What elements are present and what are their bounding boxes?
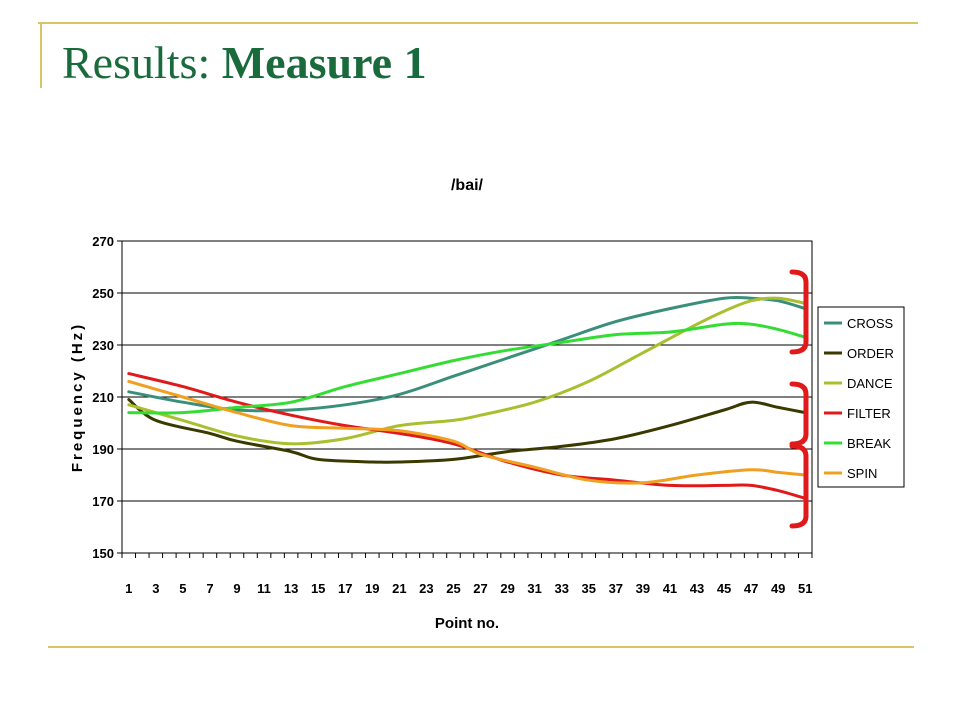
- x-tick-label: 15: [311, 581, 325, 596]
- title-bold: Measure 1: [221, 37, 427, 88]
- x-tick-label: 17: [338, 581, 352, 596]
- legend-label: BREAK: [847, 436, 891, 451]
- top-rule: [38, 22, 918, 24]
- left-rule: [40, 22, 42, 88]
- bracket-annotation: [789, 269, 809, 355]
- x-tick-label: 37: [609, 581, 623, 596]
- x-tick-label: 5: [179, 581, 186, 596]
- bracket-annotation: [789, 443, 809, 529]
- chart-title: /bai/: [451, 177, 484, 194]
- x-tick-label: 33: [554, 581, 568, 596]
- y-tick-label: 250: [92, 286, 114, 301]
- bracket-annotation: [789, 381, 809, 447]
- series-line-dance: [127, 296, 807, 446]
- x-tick-label: 29: [500, 581, 514, 596]
- y-tick-label: 270: [92, 234, 114, 249]
- x-axis-label: Point no.: [435, 615, 499, 632]
- legend-label: FILTER: [847, 406, 891, 421]
- bottom-rule: [48, 646, 914, 648]
- legend-label: ORDER: [847, 346, 894, 361]
- x-tick-label: 43: [690, 581, 704, 596]
- legend-box: [817, 306, 905, 488]
- x-tick-label: 21: [392, 581, 406, 596]
- x-tick-label: 7: [206, 581, 213, 596]
- legend-label: DANCE: [847, 376, 893, 391]
- x-tick-label: 51: [798, 581, 812, 596]
- series-line-filter: [127, 372, 807, 500]
- legend-label: CROSS: [847, 316, 894, 331]
- y-tick-label: 170: [92, 494, 114, 509]
- series-line-order: [127, 398, 807, 464]
- x-tick-label: 19: [365, 581, 379, 596]
- x-tick-label: 45: [717, 581, 731, 596]
- legend-label: SPIN: [847, 466, 877, 481]
- x-tick-label: 27: [473, 581, 487, 596]
- y-tick-label: 230: [92, 338, 114, 353]
- y-tick-label: 190: [92, 442, 114, 457]
- x-tick-label: 41: [663, 581, 677, 596]
- series-line-cross: [127, 295, 807, 413]
- y-tick-label: 150: [92, 546, 114, 561]
- x-tick-label: 39: [636, 581, 650, 596]
- x-tick-label: 25: [446, 581, 460, 596]
- series-line-break: [127, 321, 807, 415]
- x-tick-label: 23: [419, 581, 433, 596]
- y-tick-label: 210: [92, 390, 114, 405]
- x-tick-label: 11: [257, 581, 271, 596]
- x-tick-label: 13: [284, 581, 298, 596]
- x-tick-label: 3: [152, 581, 159, 596]
- y-axis-label: Frequency (Hz): [69, 322, 86, 472]
- x-tick-label: 1: [125, 581, 132, 596]
- x-tick-label: 9: [233, 581, 240, 596]
- series-line-spin: [127, 379, 807, 485]
- x-tick-label: 31: [527, 581, 541, 596]
- slide-title: Results: Measure 1: [62, 36, 427, 89]
- x-tick-label: 35: [582, 581, 596, 596]
- x-tick-label: 49: [771, 581, 785, 596]
- title-prefix: Results:: [62, 37, 222, 88]
- plot-frame: [121, 240, 813, 554]
- x-tick-label: 47: [744, 581, 758, 596]
